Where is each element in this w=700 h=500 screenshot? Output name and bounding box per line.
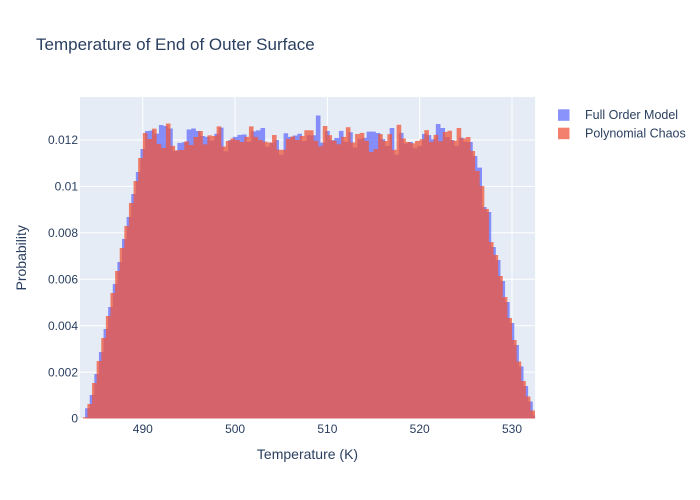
svg-text:0.002: 0.002 [48,365,78,379]
svg-text:0: 0 [71,412,78,426]
svg-text:530: 530 [502,422,522,436]
svg-text:0.004: 0.004 [48,319,78,333]
svg-text:Probability: Probability [13,225,29,290]
svg-text:Temperature of End of Outer Su: Temperature of End of Outer Surface [36,35,315,54]
svg-text:510: 510 [317,422,337,436]
svg-text:490: 490 [133,422,153,436]
svg-text:500: 500 [225,422,245,436]
svg-text:0.01: 0.01 [55,180,79,194]
svg-text:520: 520 [410,422,430,436]
svg-text:Polynomial Chaos: Polynomial Chaos [585,127,686,141]
svg-text:0.008: 0.008 [48,226,78,240]
svg-text:Full Order Model: Full Order Model [585,108,678,122]
svg-text:0.006: 0.006 [48,272,78,286]
svg-text:Temperature (K): Temperature (K) [257,446,358,462]
svg-text:0.012: 0.012 [48,133,78,147]
